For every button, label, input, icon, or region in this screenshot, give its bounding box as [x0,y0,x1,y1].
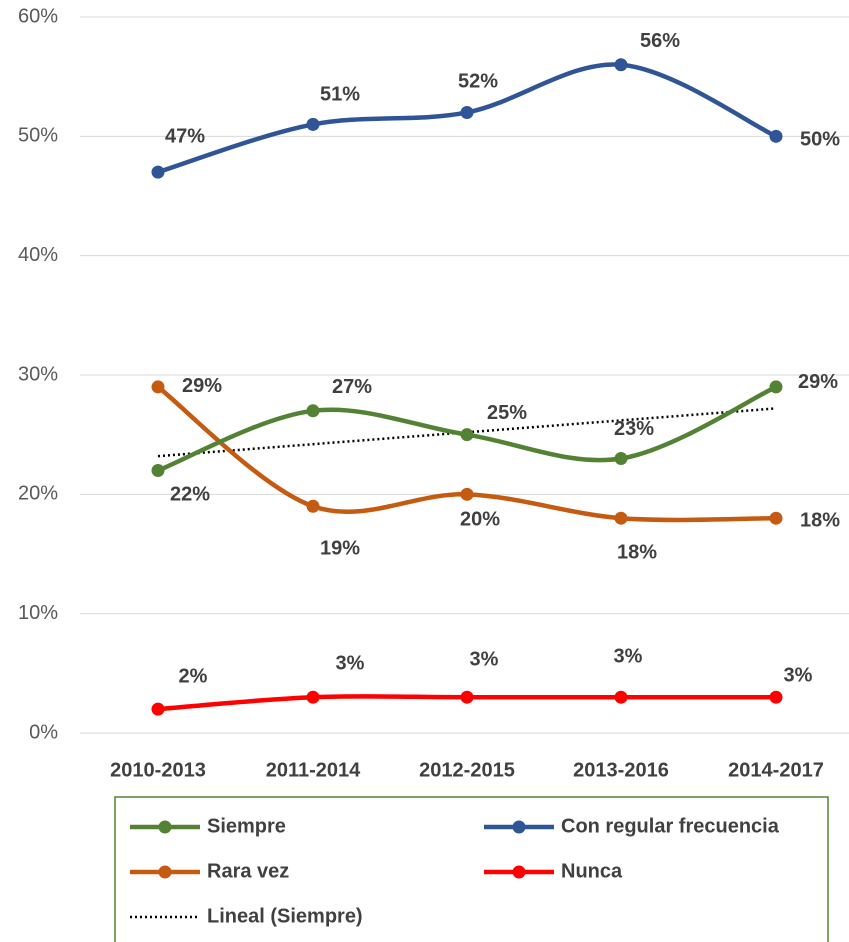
legend-marker [158,865,172,879]
data-label: 25% [487,402,527,424]
data-point [769,690,783,704]
data-label: 19% [320,538,360,560]
data-point [614,452,628,466]
data-label: 3% [614,645,643,667]
data-label: 18% [800,509,840,531]
data-point [769,380,783,394]
data-point [151,463,165,477]
x-tick-label: 2014-2017 [728,759,824,781]
y-tick-label: 0% [29,721,58,743]
data-point [306,499,320,513]
data-point [769,511,783,525]
data-point [614,58,628,72]
data-point [151,380,165,394]
x-tick-label: 2012-2015 [419,759,515,781]
data-label: 20% [460,509,500,531]
data-point [460,690,474,704]
legend-label: Siempre [207,815,286,837]
data-label: 56% [640,30,680,52]
y-tick-label: 50% [18,125,58,147]
data-point [306,117,320,131]
data-label: 22% [170,484,210,506]
data-label: 3% [470,648,499,670]
data-label: 29% [182,375,222,397]
data-point [306,404,320,418]
data-point [460,428,474,442]
y-tick-label: 10% [18,602,58,624]
legend-box [114,796,829,942]
legend-marker [512,865,526,879]
data-label: 29% [798,371,838,393]
data-label: 51% [320,84,360,106]
legend-label: Con regular frecuencia [561,815,780,837]
y-tick-label: 30% [18,363,58,385]
data-point [151,702,165,716]
data-label: 3% [784,664,813,686]
data-point [460,487,474,501]
legend-label: Nunca [561,860,623,882]
x-tick-label: 2010-2013 [110,759,206,781]
y-tick-label: 20% [18,483,58,505]
x-tick-label: 2011-2014 [266,759,361,781]
data-label: 3% [336,652,365,674]
data-label: 23% [614,418,654,440]
data-point [306,690,320,704]
y-tick-label: 60% [18,5,58,27]
data-point [614,690,628,704]
data-label: 2% [179,665,208,687]
data-point [614,511,628,525]
data-point [460,105,474,119]
legend-marker [512,820,526,834]
data-label: 18% [617,541,657,563]
data-label: 47% [165,125,205,147]
data-label: 52% [458,71,498,93]
trend-line [157,407,777,458]
data-label: 50% [800,129,840,151]
legend-label: Rara vez [207,860,289,882]
x-tick-label: 2013-2016 [573,759,669,781]
y-tick-label: 40% [18,244,58,266]
data-point [151,165,165,179]
data-point [769,129,783,143]
legend-marker [158,820,172,834]
data-label: 27% [332,376,372,398]
legend-label: Lineal (Siempre) [207,905,363,927]
